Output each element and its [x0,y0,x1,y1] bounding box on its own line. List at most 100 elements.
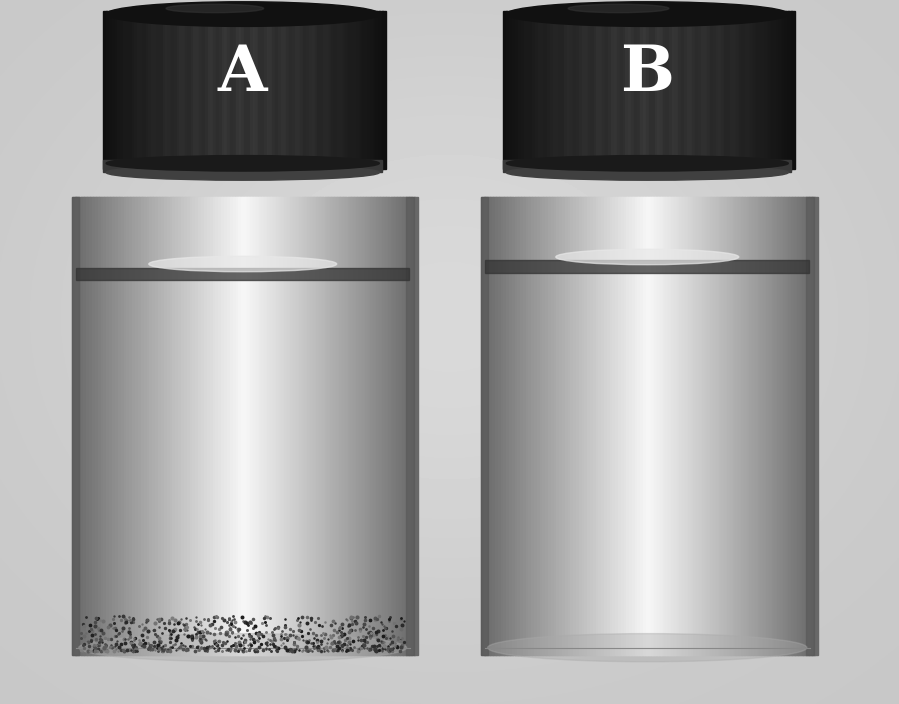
Bar [118,11,121,169]
Bar [241,11,245,169]
Bar [138,11,141,169]
Bar [669,11,672,169]
Bar [645,11,650,169]
Bar [539,11,542,169]
Bar [567,197,572,655]
Bar [806,197,814,655]
Bar [544,11,547,169]
Bar [212,197,218,655]
Bar [530,11,533,169]
Bar [503,160,791,172]
Ellipse shape [79,634,406,662]
Bar [779,11,783,169]
Bar [339,197,343,655]
Ellipse shape [506,156,788,174]
Bar [713,197,717,655]
Bar [763,197,768,655]
Bar [618,197,622,655]
Bar [362,197,367,655]
Bar [565,197,569,655]
Bar [120,197,125,655]
Bar [635,197,639,655]
Bar [692,11,696,169]
Bar [283,11,288,169]
Bar [739,11,743,169]
Bar [348,11,352,169]
Bar [192,197,197,655]
Bar [481,197,488,655]
Bar [735,197,740,655]
Bar [77,197,83,655]
Bar [374,11,378,169]
Bar [72,197,79,655]
Bar [356,197,360,655]
Bar [160,11,164,169]
Bar [687,11,690,169]
Bar [98,197,102,655]
Bar [138,197,143,655]
Bar [803,197,807,655]
Bar [579,11,583,169]
Bar [615,197,619,655]
Bar [411,197,415,655]
Bar [576,11,580,169]
Bar [227,197,232,655]
Bar [298,11,301,169]
Bar [184,197,189,655]
Bar [207,197,211,655]
Ellipse shape [106,156,379,171]
Bar [749,197,754,655]
Bar [554,197,558,655]
Bar [284,197,289,655]
Bar [278,11,281,169]
Bar [774,197,779,655]
Bar [287,197,292,655]
Bar [534,197,539,655]
Bar [293,197,298,655]
Bar [201,197,206,655]
Bar [590,197,594,655]
Bar [181,197,186,655]
Bar [623,11,627,169]
Bar [115,197,120,655]
Bar [301,197,307,655]
Bar [230,197,235,655]
Bar [753,11,757,169]
Bar [218,11,222,169]
Bar [725,197,729,655]
Bar [503,197,508,655]
Bar [345,11,349,169]
Bar [218,197,223,655]
Bar [390,197,396,655]
Bar [166,197,172,655]
Bar [110,197,114,655]
Bar [312,11,316,169]
Bar [755,197,760,655]
Bar [290,197,295,655]
Bar [570,197,575,655]
Bar [532,11,537,169]
Bar [296,197,300,655]
Bar [501,197,505,655]
Bar [233,197,237,655]
Bar [106,11,110,169]
Ellipse shape [506,1,788,27]
Bar [788,197,793,655]
Bar [209,197,214,655]
Bar [180,11,183,169]
Bar [325,197,329,655]
Bar [637,197,642,655]
Bar [782,11,787,169]
Bar [539,197,544,655]
Ellipse shape [106,156,379,174]
Bar [685,197,690,655]
Bar [595,197,601,655]
Bar [733,11,737,169]
Bar [620,197,626,655]
Bar [690,11,693,169]
Bar [774,11,778,169]
Bar [196,11,200,169]
Bar [688,197,692,655]
Bar [250,197,254,655]
Bar [408,197,413,655]
